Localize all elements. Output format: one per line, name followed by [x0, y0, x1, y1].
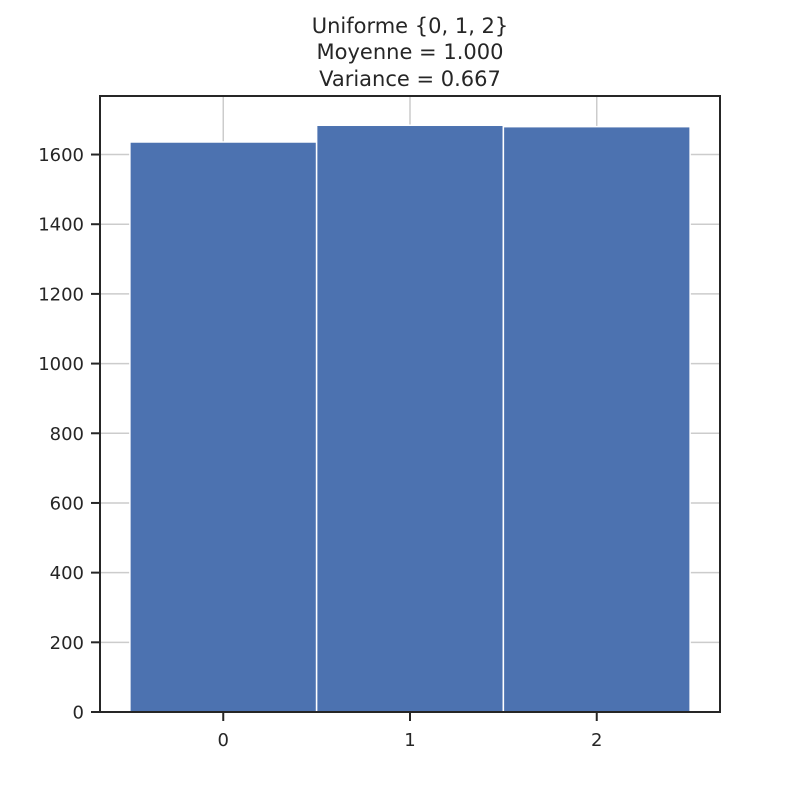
- y-tick-label: 800: [50, 424, 84, 445]
- chart-title: Uniforme {0, 1, 2} Moyenne = 1.000 Varia…: [312, 14, 509, 91]
- y-tick-label: 200: [50, 633, 84, 654]
- bar-0: [129, 141, 318, 713]
- axis-ticks: 0 200 400 600 800 1000 1200 1400 1600 0 1 2: [38, 145, 602, 751]
- bar-1: [315, 124, 505, 713]
- title-line-1: Uniforme {0, 1, 2}: [312, 14, 509, 38]
- title-line-2: Moyenne = 1.000: [317, 40, 504, 64]
- bar-2: [502, 125, 691, 713]
- y-tick-label: 600: [50, 493, 84, 514]
- y-tick-label: 1000: [38, 354, 84, 375]
- y-tick-label: 400: [50, 563, 84, 584]
- x-tick-label: 0: [218, 730, 229, 751]
- y-tick-label: 0: [73, 703, 84, 724]
- title-line-3: Variance = 0.667: [319, 67, 501, 91]
- x-tick-label: 1: [404, 730, 415, 751]
- y-tick-label: 1200: [38, 284, 84, 305]
- bars: [129, 124, 691, 713]
- y-tick-label: 1600: [38, 145, 84, 166]
- y-tick-label: 1400: [38, 215, 84, 236]
- x-tick-label: 2: [591, 730, 602, 751]
